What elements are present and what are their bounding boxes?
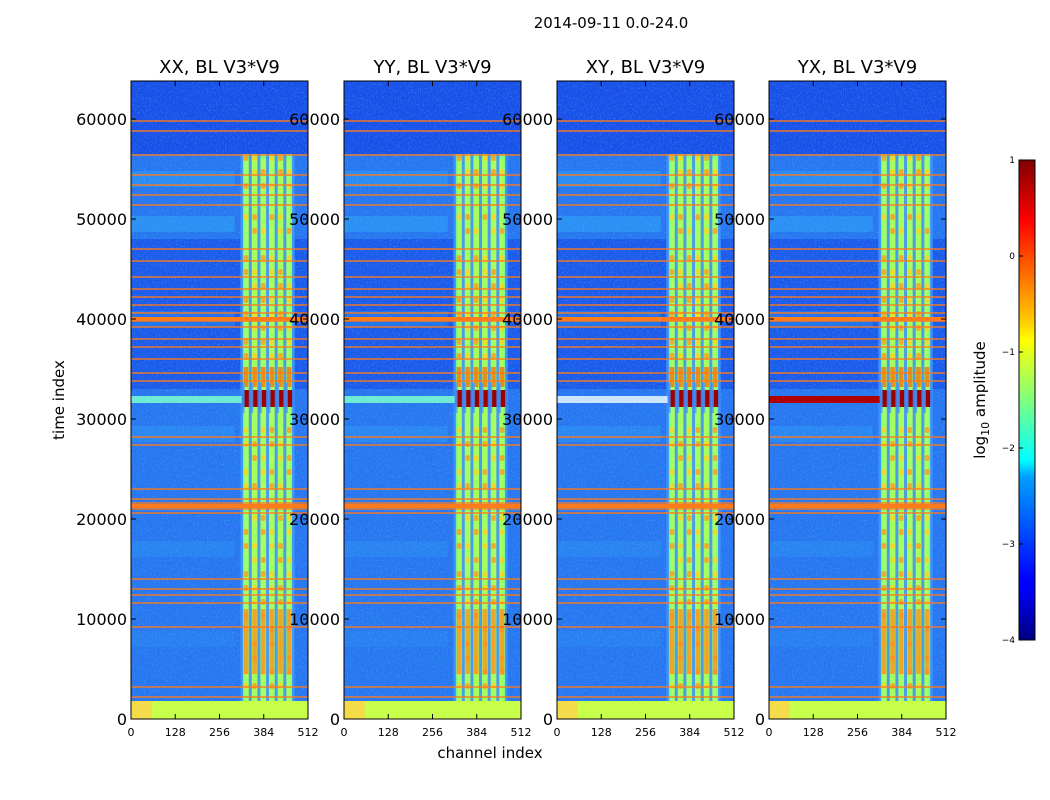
colorbar-tick-label: 1 bbox=[1009, 156, 1015, 166]
y-tick-label: 40000 bbox=[76, 310, 127, 329]
panel-yy: YY, BL V3*V9 0 128 256 384 512 0 10000 20000 3000… bbox=[289, 57, 531, 739]
y-tick-label: 10000 bbox=[289, 610, 340, 629]
x-tick-label: 128 bbox=[591, 726, 612, 739]
x-tick-label: 512 bbox=[936, 726, 957, 739]
panel-yx: YX, BL V3*V9 0 128 256 384 512 0 10000 20000 3000… bbox=[714, 57, 956, 739]
y-tick-label: 60000 bbox=[502, 110, 553, 129]
x-tick-label: 256 bbox=[209, 726, 230, 739]
y-tick-label: 30000 bbox=[714, 410, 765, 429]
panel-title: YX, BL V3*V9 bbox=[797, 57, 917, 78]
y-tick-label: 50000 bbox=[289, 210, 340, 229]
x-tick-label: 128 bbox=[803, 726, 824, 739]
panel-xx: XX, BL V3*V9 0 128 256 384 512 0 10000 20000 3000… bbox=[76, 57, 318, 739]
x-tick-label: 0 bbox=[128, 726, 135, 739]
y-tick-label: 30000 bbox=[502, 410, 553, 429]
panel-xy: XY, BL V3*V9 0 128 256 384 512 0 10000 20000 3000… bbox=[502, 57, 744, 739]
heatmap-image bbox=[769, 81, 946, 719]
y-tick-label: 30000 bbox=[289, 410, 340, 429]
y-tick-label: 20000 bbox=[76, 510, 127, 529]
y-tick-label: 40000 bbox=[502, 310, 553, 329]
panel-title: YY, BL V3*V9 bbox=[372, 57, 491, 78]
colorbar-tick-label: −2 bbox=[1002, 444, 1015, 454]
figure-title: 2014-09-11 0.0-24.0 bbox=[534, 14, 689, 32]
colorbar-tick-label: −1 bbox=[1002, 348, 1015, 358]
x-axis-label: channel index bbox=[437, 744, 542, 762]
y-tick-label: 10000 bbox=[76, 610, 127, 629]
colorbar-tick-label: −3 bbox=[1002, 540, 1015, 550]
panel-title: XY, BL V3*V9 bbox=[586, 57, 705, 78]
y-tick-label: 60000 bbox=[289, 110, 340, 129]
y-tick-label: 40000 bbox=[289, 310, 340, 329]
y-tick-label: 50000 bbox=[76, 210, 127, 229]
x-tick-label: 384 bbox=[679, 726, 700, 739]
y-axis-label: time index bbox=[50, 360, 68, 440]
colorbar-tick-label: 0 bbox=[1009, 252, 1015, 262]
panel-title: XX, BL V3*V9 bbox=[159, 57, 280, 78]
colorbar-label: log10 amplitude bbox=[971, 341, 992, 458]
y-tick-label: 50000 bbox=[502, 210, 553, 229]
y-tick-label: 0 bbox=[117, 710, 127, 729]
y-tick-label: 0 bbox=[755, 710, 765, 729]
x-tick-label: 512 bbox=[724, 726, 745, 739]
y-tick-label: 0 bbox=[543, 710, 553, 729]
x-tick-label: 256 bbox=[847, 726, 868, 739]
y-tick-label: 50000 bbox=[714, 210, 765, 229]
x-tick-label: 0 bbox=[341, 726, 348, 739]
x-tick-label: 384 bbox=[466, 726, 487, 739]
x-tick-label: 128 bbox=[378, 726, 399, 739]
x-tick-label: 0 bbox=[766, 726, 773, 739]
x-tick-label: 512 bbox=[298, 726, 319, 739]
y-tick-label: 0 bbox=[330, 710, 340, 729]
y-tick-label: 30000 bbox=[76, 410, 127, 429]
y-tick-label: 10000 bbox=[714, 610, 765, 629]
heatmap-panels: XX, BL V3*V9 0 128 256 384 512 0 10000 20000 3000… bbox=[76, 57, 956, 739]
x-tick-label: 384 bbox=[253, 726, 274, 739]
y-tick-label: 20000 bbox=[714, 510, 765, 529]
heatmap-image bbox=[557, 81, 734, 719]
x-tick-label: 384 bbox=[891, 726, 912, 739]
y-tick-label: 60000 bbox=[714, 110, 765, 129]
y-tick-label: 20000 bbox=[289, 510, 340, 529]
heatmap-image bbox=[131, 81, 308, 719]
y-tick-label: 40000 bbox=[714, 310, 765, 329]
y-tick-label: 20000 bbox=[502, 510, 553, 529]
y-tick-label: 60000 bbox=[76, 110, 127, 129]
y-tick-label: 10000 bbox=[502, 610, 553, 629]
colorbar: 1 0 −1 −2 −3 −4 bbox=[1002, 156, 1036, 646]
x-tick-label: 512 bbox=[511, 726, 532, 739]
x-tick-label: 256 bbox=[422, 726, 443, 739]
x-tick-label: 256 bbox=[635, 726, 656, 739]
x-tick-label: 0 bbox=[554, 726, 561, 739]
colorbar-gradient bbox=[1018, 159, 1036, 641]
colorbar-tick-label: −4 bbox=[1002, 636, 1016, 646]
x-tick-label: 128 bbox=[165, 726, 186, 739]
heatmap-image bbox=[344, 81, 521, 719]
